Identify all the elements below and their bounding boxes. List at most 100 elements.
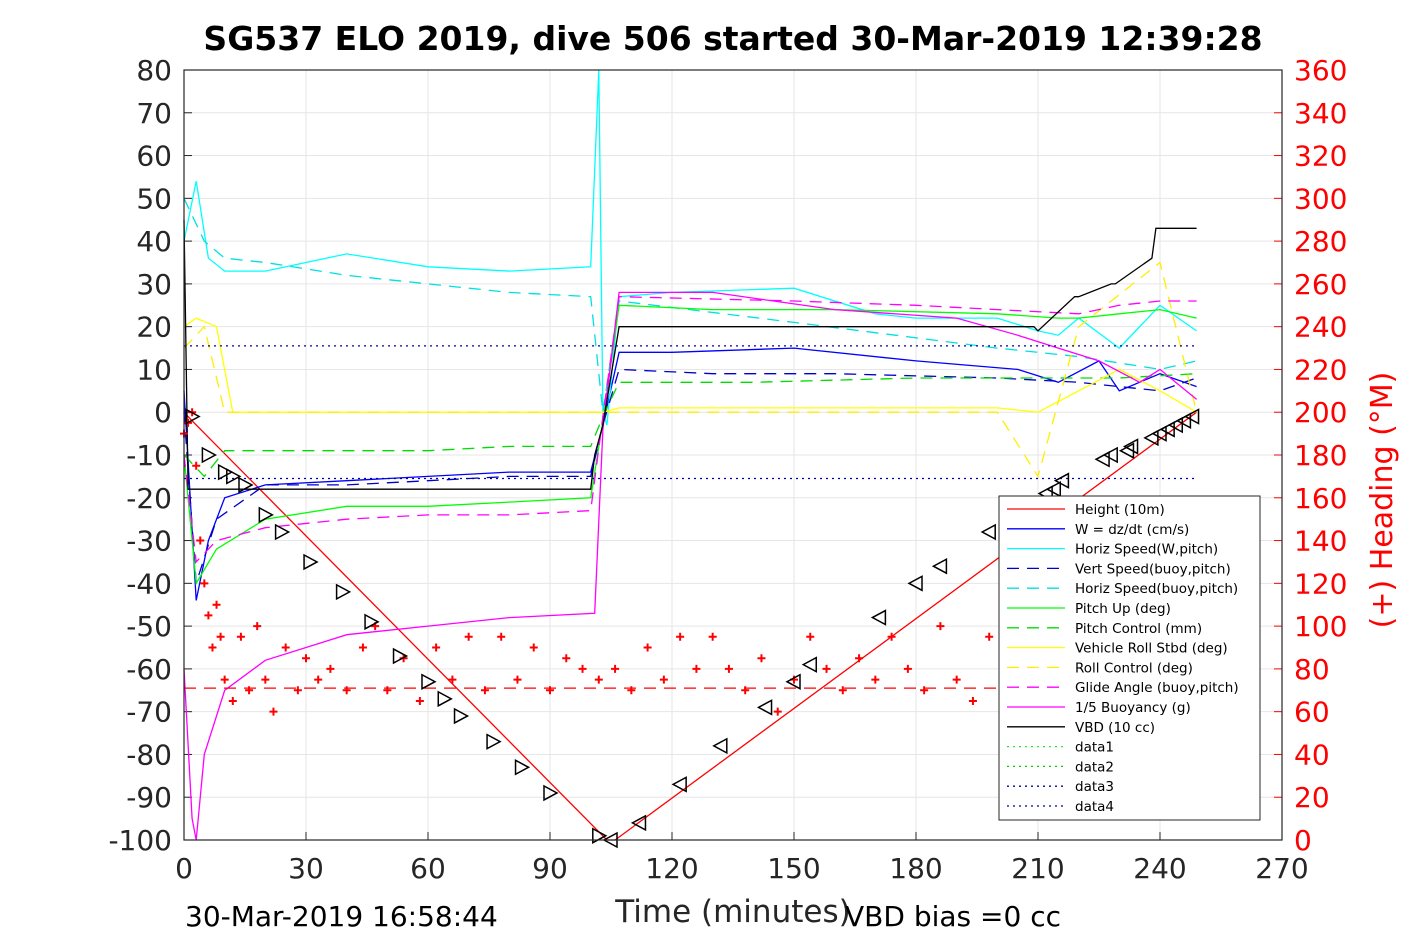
depth-marker <box>185 408 201 425</box>
depth-marker <box>201 446 217 464</box>
depth-marker <box>712 737 728 755</box>
depth-marker <box>630 814 647 832</box>
legend-label: W = dz/dt (cm/s) <box>1075 522 1189 538</box>
heading-point <box>245 686 254 695</box>
y-right-tick-label: 200 <box>1294 396 1347 429</box>
depth-marker <box>931 557 948 575</box>
legend: Height (10m) W = dz/dt (cm/s) Horiz Speed(… <box>998 495 1261 821</box>
legend-label: Height (10m) <box>1075 502 1165 518</box>
legend-label: Pitch Up (deg) <box>1075 601 1171 617</box>
y-tick-label: 10 <box>136 353 172 386</box>
heading-point <box>269 707 278 716</box>
heading-point <box>773 707 782 716</box>
heading-point <box>871 675 880 684</box>
heading-point <box>432 643 441 652</box>
x-tick-label: 120 <box>645 852 698 885</box>
heading-point <box>293 686 302 695</box>
legend-label: data1 <box>1075 740 1114 756</box>
depth-marker <box>1045 480 1062 498</box>
depth-marker <box>437 690 453 708</box>
heading-point <box>253 622 262 631</box>
depth-marker <box>1175 412 1192 430</box>
y-tick-label: 80 <box>136 54 172 87</box>
x-tick-label: 240 <box>1133 852 1186 885</box>
legend-label: Glide Angle (buoy,pitch) <box>1075 680 1239 696</box>
heading-point <box>724 664 733 673</box>
x-tick-label: 210 <box>1011 852 1064 885</box>
y-right-tick-label: 280 <box>1294 225 1347 258</box>
heading-point <box>887 632 896 641</box>
heading-point <box>497 632 506 641</box>
y-right-tick-label: 240 <box>1294 311 1347 344</box>
depth-marker <box>1094 451 1110 468</box>
legend-label: Horiz Speed(buoy,pitch) <box>1075 581 1238 597</box>
heading-point <box>415 696 424 705</box>
legend-label: Vert Speed(buoy,pitch) <box>1075 561 1231 577</box>
heading-point <box>261 675 270 684</box>
depth-marker <box>1183 408 1200 425</box>
heading-point <box>383 686 392 695</box>
footer-timestamp: 30-Mar-2019 16:58:44 <box>185 900 498 933</box>
heading-point <box>708 632 717 641</box>
heading-point <box>326 664 335 673</box>
depth-marker <box>1167 416 1184 434</box>
heading-point <box>611 664 620 673</box>
y-right-tick-label: 220 <box>1294 353 1347 386</box>
y-right-tick-label: 140 <box>1294 525 1347 558</box>
depth-marker <box>592 827 608 844</box>
depth-marker <box>907 575 923 592</box>
legend-label: 1/5 Buoyancy (g) <box>1075 700 1191 716</box>
x-tick-label: 30 <box>288 852 324 885</box>
y-right-tick-label: 360 <box>1294 54 1347 87</box>
depth-marker <box>274 523 291 541</box>
heading-point <box>578 664 587 673</box>
heading-point <box>546 686 554 695</box>
depth-marker <box>1122 438 1139 455</box>
heading-point <box>192 461 201 470</box>
y-tick-label: 0 <box>154 396 172 429</box>
y-right-tick-label: 120 <box>1294 567 1347 600</box>
heading-point <box>204 611 213 620</box>
footer-vbd-bias: VBD bias =0 cc <box>845 900 1061 933</box>
heading-point <box>806 632 815 641</box>
heading-point <box>627 686 636 695</box>
x-tick-label: 150 <box>767 852 820 885</box>
legend-label: Horiz Speed(W,pitch) <box>1075 542 1218 558</box>
heading-point <box>936 622 945 631</box>
y-tick-label: -80 <box>126 738 172 771</box>
heading-point <box>208 643 217 652</box>
y-tick-label: -50 <box>126 610 172 643</box>
y-tick-label: 60 <box>136 140 172 173</box>
depth-marker <box>226 468 242 485</box>
series-line-8 <box>183 261 1198 478</box>
y-tick-label: 50 <box>136 182 172 215</box>
series-line-4 <box>183 198 1197 413</box>
chart-title: SG537 ELO 2019, dive 506 started 30-Mar-… <box>203 19 1262 58</box>
y-right-tick-label: 80 <box>1294 653 1330 686</box>
y-tick-label: 20 <box>136 311 172 344</box>
heading-point <box>562 654 571 663</box>
legend-label: VBD (10 cc) <box>1075 720 1155 736</box>
y-tick-label: -60 <box>126 653 172 686</box>
depth-marker <box>335 583 352 601</box>
depth-marker <box>258 506 274 524</box>
depth-marker <box>364 613 380 631</box>
depth-marker <box>486 733 502 750</box>
heading-point <box>659 675 668 684</box>
depth-marker <box>1159 421 1175 438</box>
depth-marker <box>785 673 801 690</box>
y-tick-label: 70 <box>136 97 172 130</box>
heading-point <box>513 675 522 684</box>
heading-point <box>196 536 205 545</box>
y-right-tick-label: 320 <box>1294 140 1347 173</box>
legend-label: Roll Control (deg) <box>1075 660 1193 676</box>
heading-point <box>676 632 685 641</box>
depth-marker <box>421 673 437 690</box>
x-tick-label: 180 <box>889 852 942 885</box>
depth-marker <box>671 776 687 793</box>
y-axis-right-label: (+) Heading (°M) <box>1365 372 1400 629</box>
heading-point <box>757 654 766 663</box>
depth-marker <box>1143 429 1159 447</box>
heading-point <box>281 643 290 652</box>
